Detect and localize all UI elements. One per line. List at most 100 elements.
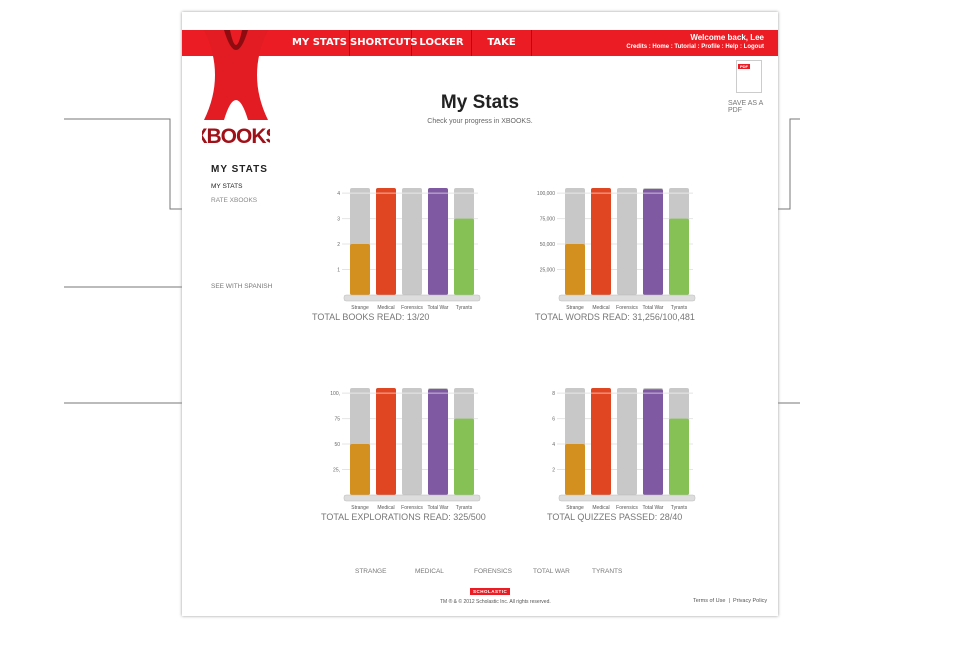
y-tick-label: 50 <box>334 442 340 448</box>
x-tick-label: Medical <box>592 505 609 511</box>
y-tick-label: 75 <box>334 417 340 423</box>
y-tick-label: 25, <box>333 468 340 474</box>
y-tick-label: 3 <box>337 217 340 223</box>
bar-total-war <box>428 188 448 295</box>
page-subtitle: Check your progress in XBOOKS. <box>427 118 533 125</box>
bar-strange <box>350 444 370 495</box>
x-tick-label: Medical <box>377 505 394 511</box>
x-tick-label: Total War <box>643 305 664 311</box>
bar-strange <box>350 244 370 295</box>
sidebar-item-rate-xbooks[interactable]: RATE XBOOKS <box>211 197 258 204</box>
chart-title-quizzes: TOTAL QUIZZES PASSED: 28/40 <box>547 512 683 522</box>
chart-base-platform <box>558 294 696 302</box>
chart-base-platform <box>558 494 696 502</box>
x-tick-label: Strange <box>351 505 369 511</box>
pdf-document-icon[interactable]: PDF <box>736 60 762 93</box>
bar-tyrants <box>454 418 474 495</box>
bar-tyrants <box>669 418 689 495</box>
x-tick-label: Forensics <box>401 305 423 311</box>
bar-track <box>617 388 637 495</box>
x-tick-label: Tyrants <box>671 505 688 511</box>
y-tick-label: 25,000 <box>540 268 556 274</box>
y-tick-label: 8 <box>552 391 555 397</box>
top-nav-bar: MY STATS SHORTCUTS LOCKER TAKE NOTES Wel… <box>182 30 778 74</box>
bar-track <box>617 188 637 295</box>
nav-my-stats[interactable]: MY STATS <box>290 30 350 56</box>
page-title: My Stats <box>440 92 520 113</box>
bar-total-war <box>643 389 663 495</box>
bar-track <box>402 388 422 495</box>
bar-strange <box>565 444 585 495</box>
bar-medical <box>591 388 611 495</box>
x-tick-label: Medical <box>377 305 394 311</box>
x-tick-label: Forensics <box>401 505 423 511</box>
chart-base-platform <box>343 294 481 302</box>
link-profile[interactable]: Profile <box>701 44 720 50</box>
x-tick-label: Strange <box>566 305 584 311</box>
chart-base-platform <box>343 494 481 502</box>
y-tick-label: 2 <box>337 242 340 248</box>
y-tick-label: 50,000 <box>540 242 556 248</box>
nav-take-notes[interactable]: TAKE NOTES <box>472 30 532 74</box>
x-tick-label: Strange <box>566 505 584 511</box>
y-tick-label: 4 <box>337 191 340 197</box>
link-home[interactable]: Home <box>652 44 670 50</box>
x-tick-label: Tyrants <box>671 305 688 311</box>
legend-tyrants[interactable]: TYRANTS <box>592 568 623 575</box>
legend-medical[interactable]: MEDICAL <box>415 568 444 575</box>
chart-books-read: 1 2 3 4 Strange Medical Forensics Total War Tyra… <box>337 188 481 311</box>
legend-forensics[interactable]: FORENSICS <box>474 568 512 575</box>
x-tick-label: Forensics <box>616 305 638 311</box>
y-tick-label: 6 <box>552 417 555 423</box>
terms-link[interactable]: Terms of Use <box>693 598 726 604</box>
bar-medical <box>376 188 396 295</box>
x-tick-label: Strange <box>351 305 369 311</box>
nav-locker[interactable]: LOCKER <box>412 30 472 56</box>
chart-quizzes-passed: 2 4 6 8 Strange Medical Forensics Total War Tyra… <box>552 388 696 511</box>
sidebar-item-my-stats[interactable]: MY STATS <box>211 183 243 190</box>
legend-total-war[interactable]: TOTAL WAR <box>533 568 570 575</box>
link-tutorial[interactable]: Tutorial <box>674 44 696 50</box>
copyright: TM ® & © 2012 Scholastic Inc. All rights… <box>440 599 551 605</box>
bar-total-war <box>428 389 448 495</box>
sidebar-heading: MY STATS <box>211 164 268 175</box>
link-logout[interactable]: Logout <box>743 44 764 50</box>
page: MY STATS SHORTCUTS LOCKER TAKE NOTES Wel… <box>182 12 778 616</box>
chart-words-read: 25,000 50,000 75,000 100,000 Strange Medical F… <box>537 188 696 311</box>
see-with-spanish-link[interactable]: SEE WITH SPANISH <box>211 283 273 290</box>
bar-total-war <box>643 189 663 295</box>
nav-shortcuts[interactable]: SHORTCUTS <box>350 30 418 56</box>
x-tick-label: Tyrants <box>456 305 473 311</box>
y-tick-label: 100,000 <box>537 191 555 197</box>
y-tick-label: 100, <box>330 391 340 397</box>
bar-track <box>402 188 422 295</box>
save-as-pdf-link[interactable]: SAVE AS A PDF <box>728 100 763 114</box>
legend-strange[interactable]: STRANGE <box>355 568 387 575</box>
y-tick-label: 1 <box>337 268 340 274</box>
link-help[interactable]: Help <box>725 44 739 50</box>
x-tick-label: Medical <box>592 305 609 311</box>
bar-strange <box>565 244 585 295</box>
chart-title-explorations: TOTAL EXPLORATIONS READ: 325/500 <box>321 512 486 522</box>
privacy-link[interactable]: Privacy Policy <box>732 598 768 604</box>
chart-title-books: TOTAL BOOKS READ: 13/20 <box>312 312 430 322</box>
y-tick-label: 75,000 <box>540 217 556 223</box>
footer-links: Terms of Use | Privacy Policy <box>693 598 768 604</box>
bar-medical <box>376 388 396 495</box>
x-tick-label: Total War <box>428 305 449 311</box>
bar-tyrants <box>454 218 474 295</box>
svg-text:XBOOKS: XBOOKS <box>202 125 270 148</box>
x-tick-label: Total War <box>428 505 449 511</box>
pdf-badge: PDF <box>738 64 750 69</box>
bar-tyrants <box>669 218 689 295</box>
xbooks-logo[interactable]: XBOOKS <box>202 30 270 156</box>
x-tick-label: Tyrants <box>456 505 473 511</box>
x-tick-label: Total War <box>643 505 664 511</box>
welcome-text: Welcome back, Lee <box>690 33 764 42</box>
link-credits[interactable]: Credits <box>626 44 648 50</box>
y-tick-label: 4 <box>552 442 555 448</box>
y-tick-label: 2 <box>552 468 555 474</box>
scholastic-logo[interactable]: SCHOLASTIC <box>470 588 511 595</box>
account-links: Credits : Home : Tutorial : Profile : He… <box>626 44 764 50</box>
x-tick-label: Forensics <box>616 505 638 511</box>
